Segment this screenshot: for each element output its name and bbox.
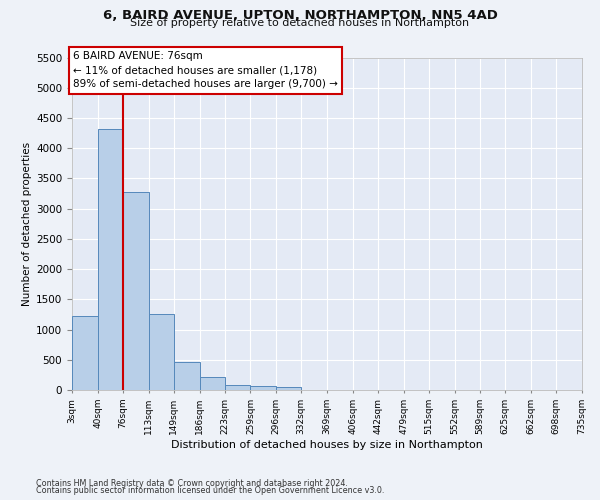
Bar xyxy=(72,316,98,390)
Text: 6 BAIRD AVENUE: 76sqm
← 11% of detached houses are smaller (1,178)
89% of semi-d: 6 BAIRD AVENUE: 76sqm ← 11% of detached … xyxy=(73,52,338,90)
Text: Contains public sector information licensed under the Open Government Licence v3: Contains public sector information licen… xyxy=(36,486,385,495)
Text: Contains HM Land Registry data © Crown copyright and database right 2024.: Contains HM Land Registry data © Crown c… xyxy=(36,478,348,488)
Bar xyxy=(174,362,199,390)
Y-axis label: Number of detached properties: Number of detached properties xyxy=(22,142,32,306)
Bar xyxy=(98,129,123,390)
Bar xyxy=(123,192,149,390)
Text: 6, BAIRD AVENUE, UPTON, NORTHAMPTON, NN5 4AD: 6, BAIRD AVENUE, UPTON, NORTHAMPTON, NN5… xyxy=(103,9,497,22)
X-axis label: Distribution of detached houses by size in Northampton: Distribution of detached houses by size … xyxy=(171,440,483,450)
Text: Size of property relative to detached houses in Northampton: Size of property relative to detached ho… xyxy=(130,18,470,28)
Bar xyxy=(199,377,225,390)
Bar xyxy=(149,314,174,390)
Bar xyxy=(276,387,301,390)
Bar xyxy=(250,386,276,390)
Bar xyxy=(225,384,250,390)
